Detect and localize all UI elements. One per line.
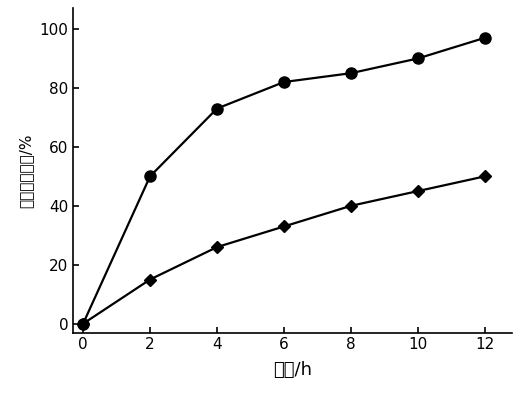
X-axis label: 时间/h: 时间/h — [273, 361, 312, 379]
Y-axis label: 确酸盐降解率/%: 确酸盐降解率/% — [19, 133, 34, 208]
